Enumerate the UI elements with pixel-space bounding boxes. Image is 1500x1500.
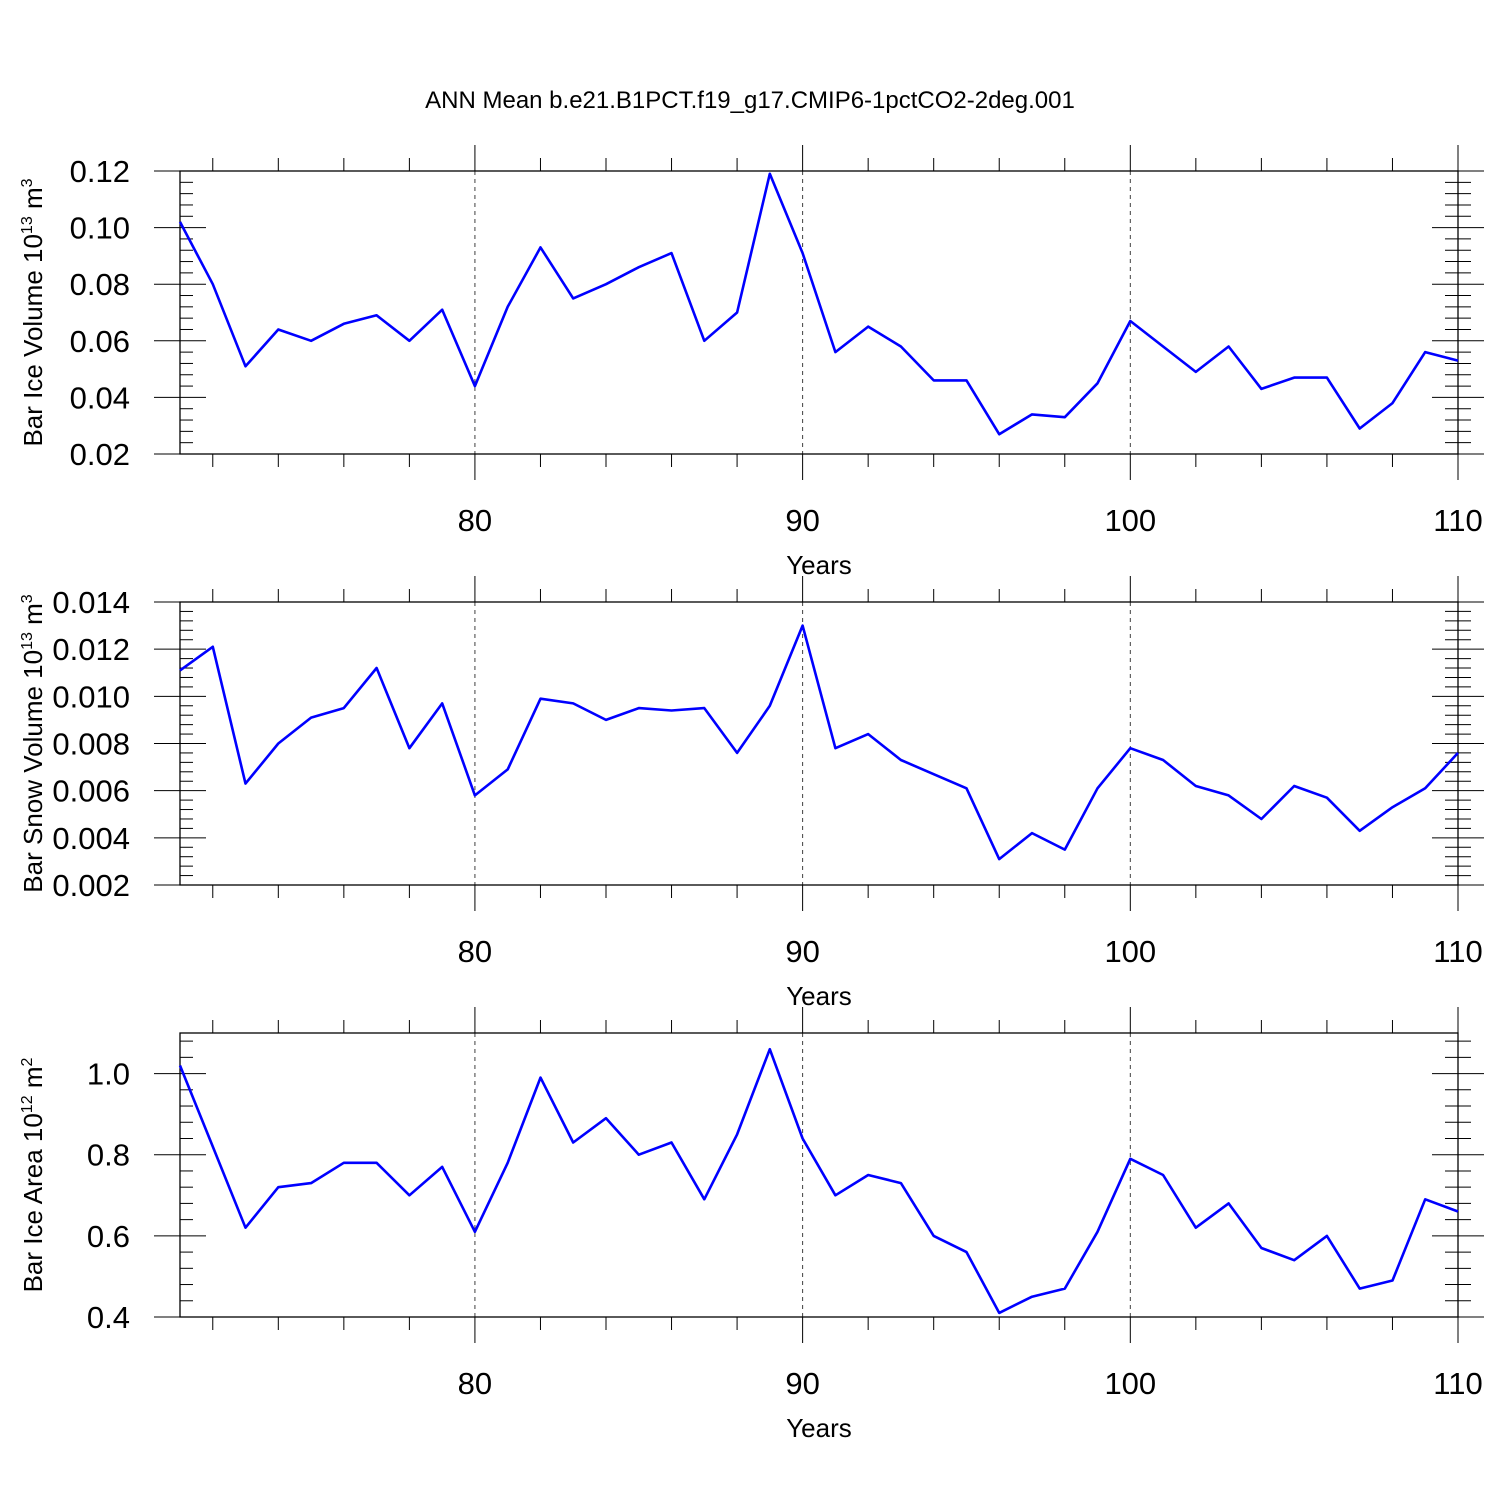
x-tick-label: 90 bbox=[785, 934, 819, 969]
y-axis-label-text: Bar Ice Volume 10 bbox=[18, 234, 48, 446]
panel-2: 80 90 100 110 0.002 0.004 0.006 0.008 0.010 0.012… bbox=[18, 576, 1484, 1011]
y-axis-label-text: m bbox=[18, 187, 48, 216]
y-axis-label-text: m bbox=[18, 1066, 48, 1095]
x-tick-label: 100 bbox=[1104, 1366, 1156, 1401]
y-axis-label: Bar Ice Area 1012 m2 bbox=[18, 1057, 48, 1292]
y-tick-label: 0.10 bbox=[70, 211, 130, 246]
y-tick-label: 0.6 bbox=[87, 1219, 130, 1254]
y-tick-label: 0.004 bbox=[52, 821, 130, 856]
x-tick-label: 80 bbox=[458, 934, 492, 969]
y-tick-label: 0.4 bbox=[87, 1300, 130, 1335]
x-tick-label: 100 bbox=[1104, 934, 1156, 969]
y-tick-label: 0.8 bbox=[87, 1138, 130, 1173]
x-tick-label: 80 bbox=[458, 1366, 492, 1401]
y-axis-label-exponent: 13 bbox=[19, 632, 36, 650]
x-tick-label: 90 bbox=[785, 503, 819, 538]
x-axis-label: Years bbox=[786, 550, 852, 580]
y-axis-label-exponent: 3 bbox=[19, 594, 36, 603]
series-line bbox=[178, 172, 1459, 436]
x-axis-label: Years bbox=[786, 981, 852, 1011]
x-tick-label: 90 bbox=[785, 1366, 819, 1401]
plot-frame bbox=[179, 170, 1459, 455]
y-tick-label: 0.014 bbox=[52, 585, 130, 620]
series-line bbox=[179, 624, 1459, 861]
y-axis-label-text: Bar Ice Area 10 bbox=[18, 1113, 48, 1292]
plot-frame bbox=[179, 601, 1459, 886]
y-tick-label: 0.08 bbox=[70, 267, 130, 302]
y-tick-label: 0.002 bbox=[52, 868, 130, 903]
y-axis-label: Bar Ice Volume 1013 m3 bbox=[18, 178, 48, 446]
panels: 80 90 100 110 0.02 0.04 0.06 0.08 0.10 0.12 Years B… bbox=[18, 145, 1484, 1443]
x-tick-label: 80 bbox=[458, 503, 492, 538]
y-axis-label-exponent: 12 bbox=[19, 1095, 36, 1113]
y-axis-label-text: m bbox=[18, 603, 48, 632]
x-axis-label: Years bbox=[786, 1413, 852, 1443]
y-tick-label: 0.12 bbox=[70, 154, 130, 189]
x-tick-label: 100 bbox=[1104, 503, 1156, 538]
y-axis-label-exponent: 3 bbox=[19, 178, 36, 187]
y-axis-label-text: Bar Snow Volume 10 bbox=[18, 650, 48, 893]
y-tick-label: 0.008 bbox=[52, 727, 130, 762]
y-axis-label-exponent: 2 bbox=[19, 1057, 36, 1066]
y-tick-label: 0.010 bbox=[52, 679, 130, 714]
y-tick-label: 0.04 bbox=[70, 380, 130, 415]
x-tick-label: 110 bbox=[1433, 1366, 1482, 1401]
x-tick-label: 110 bbox=[1433, 503, 1482, 538]
y-tick-label: 0.012 bbox=[52, 632, 130, 667]
y-tick-label: 0.06 bbox=[70, 324, 130, 359]
chart-title: ANN Mean b.e21.B1PCT.f19_g17.CMIP6-1pctC… bbox=[425, 87, 1075, 114]
y-axis-label: Bar Snow Volume 1013 m3 bbox=[18, 594, 48, 893]
y-tick-label: 0.02 bbox=[70, 437, 130, 472]
panel-1: 80 90 100 110 0.02 0.04 0.06 0.08 0.10 0.12 Years B… bbox=[18, 145, 1484, 580]
y-tick-label: 1.0 bbox=[87, 1057, 130, 1092]
x-tick-label: 110 bbox=[1433, 934, 1482, 969]
panel-3: 80 90 100 110 0.4 0.6 0.8 1.0 Years Bar Ice Area … bbox=[18, 1007, 1484, 1443]
series-line bbox=[178, 1047, 1459, 1315]
y-tick-label: 0.006 bbox=[52, 774, 130, 809]
y-axis-label-exponent: 13 bbox=[19, 216, 36, 234]
plot-frame bbox=[179, 1032, 1459, 1318]
